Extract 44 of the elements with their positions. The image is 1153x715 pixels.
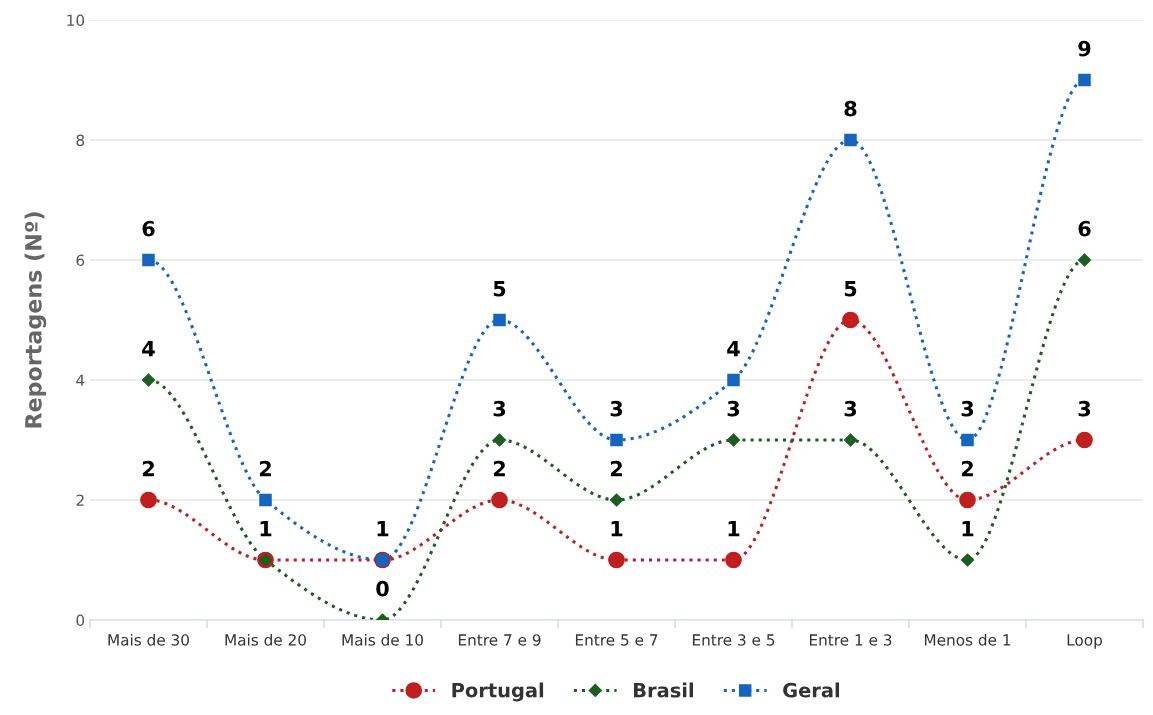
y-axis-title: Reportagens (Nº) bbox=[24, 212, 47, 428]
data-label: 1 bbox=[260, 521, 272, 537]
x-tick-label: Entre 7 e 9 bbox=[458, 634, 541, 646]
data-label: 6 bbox=[142, 220, 155, 237]
data-label: 5 bbox=[493, 281, 506, 297]
y-tick-label: 10 bbox=[67, 14, 85, 27]
x-tick-label: Mais de 10 bbox=[342, 633, 423, 646]
data-label: 1 bbox=[728, 521, 740, 537]
x-tick-label: Mais de 20 bbox=[225, 633, 306, 646]
data-label: 2 bbox=[961, 460, 973, 477]
data-label: 3 bbox=[610, 400, 623, 417]
data-label: 4 bbox=[142, 341, 155, 357]
data-label: 2 bbox=[610, 460, 622, 477]
data-label: 1 bbox=[962, 521, 974, 537]
data-label: 8 bbox=[844, 100, 857, 117]
data-label: 6 bbox=[1078, 220, 1091, 237]
data-label: 2 bbox=[259, 460, 271, 477]
data-label: 5 bbox=[844, 281, 857, 297]
x-tick-label: Mais de 30 bbox=[108, 633, 189, 646]
data-label: 3 bbox=[1078, 400, 1091, 417]
data-label: 3 bbox=[493, 400, 506, 417]
x-tick-label: Entre 5 e 7 bbox=[575, 634, 658, 646]
data-label: 9 bbox=[1078, 40, 1091, 57]
data-label: 0 bbox=[376, 580, 389, 597]
y-tick-label: 2 bbox=[76, 494, 84, 506]
data-label: 4 bbox=[727, 341, 740, 357]
y-tick-label: 6 bbox=[76, 254, 85, 267]
y-tick-label: 8 bbox=[76, 134, 85, 147]
x-tick-label: Loop bbox=[1067, 634, 1102, 649]
data-label: 1 bbox=[611, 521, 623, 537]
data-label: 3 bbox=[844, 400, 857, 417]
x-tick-label: Entre 3 e 5 bbox=[692, 634, 775, 646]
legend-label: Portugal bbox=[452, 682, 544, 702]
y-tick-label: 0 bbox=[76, 614, 85, 627]
data-label: 1 bbox=[377, 521, 389, 537]
data-label: 2 bbox=[142, 460, 154, 477]
y-tick-label: 4 bbox=[76, 374, 85, 386]
data-label: 3 bbox=[961, 400, 974, 417]
data-label: 2 bbox=[493, 460, 505, 477]
legend-label: Brasil bbox=[633, 682, 694, 698]
legend-label: Geral bbox=[783, 682, 840, 698]
data-label: 3 bbox=[727, 400, 740, 417]
x-tick-label: Entre 1 e 3 bbox=[809, 634, 892, 646]
x-tick-label: Menos de 1 bbox=[924, 633, 1011, 646]
